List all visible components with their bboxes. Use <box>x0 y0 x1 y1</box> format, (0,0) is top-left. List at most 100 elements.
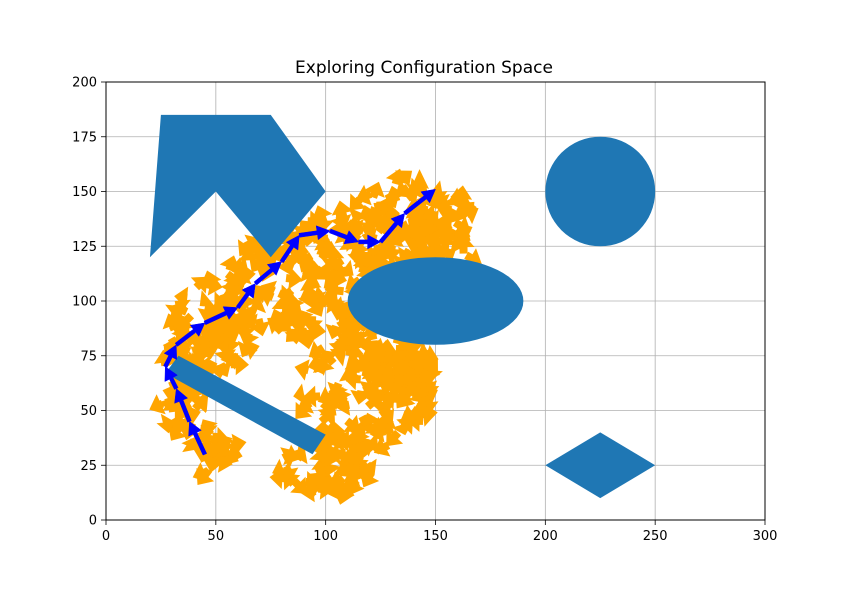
exploration-arrow <box>165 304 187 318</box>
exploration-arrow <box>199 290 216 308</box>
exploration-arrow <box>182 404 201 426</box>
obstacle-circle <box>545 136 656 247</box>
exploration-arrow <box>162 383 182 405</box>
exploration-arrow <box>285 325 303 342</box>
exploration-arrow <box>204 320 222 338</box>
exploration-arrow <box>350 239 367 259</box>
exploration-arrow <box>304 270 320 291</box>
exploration-arrow <box>427 242 445 265</box>
exploration-arrow <box>214 437 236 457</box>
exploration-arrow <box>312 220 334 233</box>
exploration-arrow <box>331 471 349 488</box>
exploration-arrow <box>225 318 240 341</box>
obstacles <box>149 114 656 499</box>
exploration-arrow <box>370 342 387 364</box>
x-tick-label: 50 <box>208 529 225 544</box>
x-tick-label: 200 <box>533 529 558 544</box>
exploration-arrow <box>238 243 256 261</box>
obstacle-polygon <box>545 432 656 499</box>
exploration-arrow <box>332 462 355 477</box>
exploration-arrow <box>318 270 341 284</box>
exploration-arrow <box>418 203 435 220</box>
exploration-arrow <box>280 284 298 302</box>
path-arrow <box>203 306 239 326</box>
y-tick-label: 100 <box>72 295 97 310</box>
path-arrow <box>358 234 382 250</box>
exploration-arrow <box>413 395 429 417</box>
exploration-arrow <box>440 224 460 246</box>
exploration-arrow <box>328 306 351 321</box>
exploration-arrow <box>217 336 230 359</box>
exploration-arrow <box>290 476 308 494</box>
exploration-arrow <box>192 462 210 483</box>
y-tick-label: 175 <box>72 130 97 145</box>
exploration-arrow <box>386 379 407 401</box>
exploration-arrow <box>339 366 361 382</box>
y-tick-label: 75 <box>80 349 97 364</box>
path-arrow <box>328 228 360 245</box>
exploration-arrow <box>344 446 364 468</box>
path-arrow <box>253 261 283 286</box>
exploration-arrow <box>311 205 333 224</box>
exploration-arrow <box>376 407 395 426</box>
obstacle-ellipse <box>347 257 524 345</box>
exploration-arrow <box>450 185 473 205</box>
exploration-arrow <box>169 312 188 331</box>
exploration-arrow <box>391 421 413 436</box>
exploration-arrow <box>295 401 313 419</box>
exploration-arrow <box>400 404 417 426</box>
exploration-arrow <box>366 356 389 376</box>
path-arrows <box>163 188 436 456</box>
x-tick-label: 100 <box>313 529 338 544</box>
exploration-arrow <box>406 409 424 432</box>
exploration-arrow <box>335 429 351 452</box>
exploration-arrow <box>368 249 386 268</box>
exploration-arrow <box>416 396 439 416</box>
exploration-arrow <box>211 360 232 378</box>
exploration-arrow <box>371 347 389 364</box>
exploration-arrow <box>385 168 407 186</box>
exploration-arrow <box>355 184 373 206</box>
path-arrow <box>174 322 206 347</box>
exploration-arrow <box>374 209 393 230</box>
exploration-arrow <box>295 333 317 350</box>
exploration-arrow <box>332 267 347 289</box>
path-arrow <box>235 283 256 310</box>
exploration-arrow <box>326 442 347 465</box>
obstacle-polygon <box>165 355 326 455</box>
obstacle-polygon <box>149 114 326 258</box>
exploration-arrow <box>418 366 438 389</box>
exploration-arrow <box>358 348 381 364</box>
exploration-arrow <box>171 419 190 437</box>
exploration-arrow <box>348 332 366 349</box>
exploration-arrow <box>332 388 352 405</box>
exploration-arrow <box>252 252 270 270</box>
exploration-arrow <box>451 193 473 214</box>
exploration-arrow <box>348 207 369 222</box>
path-arrow <box>188 420 208 456</box>
exploration-arrow <box>190 276 208 294</box>
exploration-arrow <box>331 200 354 220</box>
exploration-arrow <box>418 344 439 366</box>
x-tick-label: 0 <box>102 529 110 544</box>
exploration-arrow <box>452 234 475 254</box>
path-arrow <box>174 388 192 423</box>
exploration-arrow <box>325 323 347 340</box>
exploration-arrow <box>249 318 271 337</box>
y-axis-ticks: 0 25 50 75 100 125 150 175 200 <box>72 76 106 529</box>
exploration-arrow <box>364 394 382 412</box>
y-tick-label: 50 <box>80 404 97 419</box>
exploration-arrow <box>197 304 220 323</box>
exploration-arrow <box>330 296 350 318</box>
exploration-arrow <box>373 437 391 457</box>
x-axis-ticks: 0 50 100 150 200 250 300 <box>102 520 777 544</box>
x-tick-label: 250 <box>643 529 668 544</box>
exploration-arrow <box>197 346 220 360</box>
exploration-arrow <box>206 436 223 458</box>
exploration-arrow <box>154 349 176 367</box>
exploration-arrow <box>361 322 384 341</box>
exploration-arrow <box>394 359 416 378</box>
exploration-arrow <box>302 385 321 408</box>
exploration-arrow <box>309 319 327 342</box>
